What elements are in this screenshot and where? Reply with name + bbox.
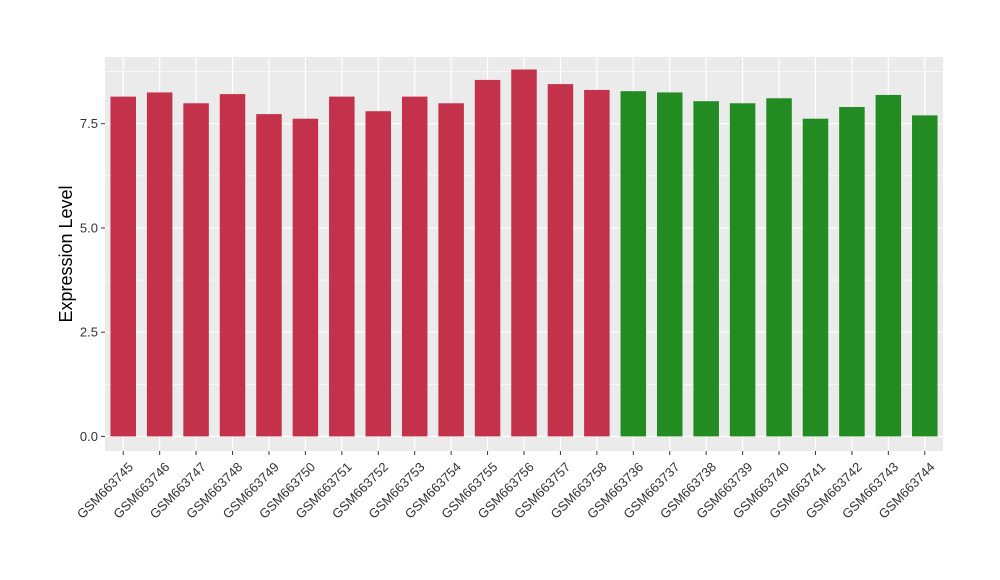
bar-GSM663736 [620,91,647,437]
y-tick-label: 2.5 [80,325,98,340]
bar-GSM663747 [183,103,209,437]
bar-GSM663749 [256,114,282,437]
bar-GSM663743 [875,94,902,437]
y-tick-label: 0.0 [80,429,98,444]
bar-GSM663746 [146,92,173,437]
bar-GSM663756 [511,69,537,437]
bar-GSM663739 [729,103,756,437]
bar-GSM663751 [329,96,355,437]
x-axis: GSM663745GSM663746GSM663747GSM663748GSM6… [74,451,938,522]
bar-GSM663753 [401,96,428,437]
bar-GSM663740 [766,98,792,437]
bar-GSM663748 [219,94,246,437]
y-tick-label: 5.0 [80,220,98,235]
bar-GSM663738 [693,101,719,437]
y-axis: 0.0 2.5 5.0 7.5 [80,116,105,444]
y-tick-label: 7.5 [80,116,98,131]
bar-GSM663742 [839,107,865,437]
bar-GSM663752 [365,111,392,437]
bar-GSM663755 [474,79,501,437]
y-axis-title: Expression Level [56,185,76,322]
bar-GSM663737 [656,92,683,437]
bar-GSM663758 [584,89,610,437]
bar-GSM663754 [438,103,464,437]
bar-GSM663750 [292,118,319,437]
bar-GSM663757 [547,84,574,437]
bar-GSM663744 [912,115,938,437]
bar-GSM663745 [110,96,136,437]
bar-GSM663741 [802,118,829,437]
bars [110,69,938,437]
